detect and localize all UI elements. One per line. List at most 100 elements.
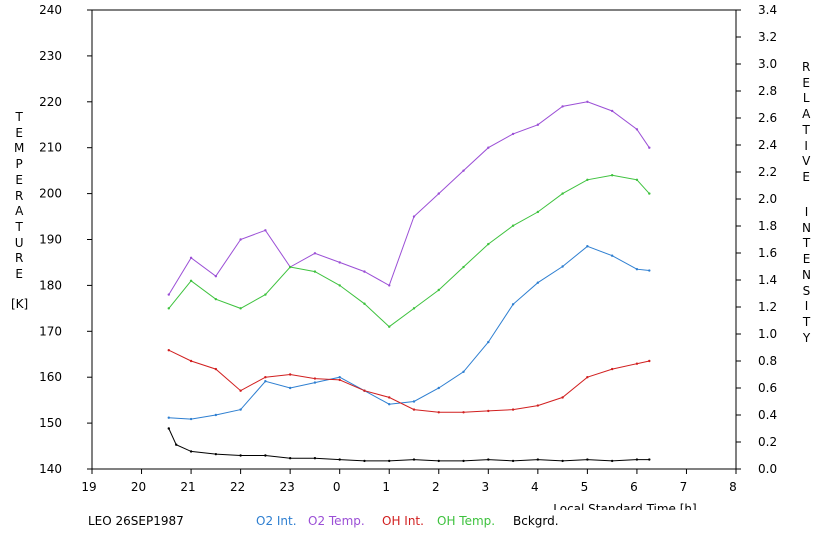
x-tick-label: 19	[81, 480, 96, 494]
data-point	[648, 269, 651, 272]
data-point	[338, 458, 341, 461]
data-point	[239, 238, 242, 241]
x-tick-label: 21	[180, 480, 195, 494]
left-tick-label: 190	[39, 233, 62, 247]
x-tick-label: 4	[531, 480, 539, 494]
left-tick-label: 170	[39, 324, 62, 338]
data-point	[288, 386, 292, 390]
data-point	[561, 459, 564, 463]
right-tick-label: 1.8	[758, 219, 777, 233]
data-point	[214, 452, 218, 456]
data-point	[189, 450, 193, 453]
left-tick-label: 180	[39, 278, 62, 292]
data-point	[189, 279, 193, 283]
x-tick-label: 0	[333, 480, 341, 494]
data-point	[536, 458, 540, 461]
data-point	[586, 376, 589, 379]
data-point	[511, 408, 515, 411]
data-point	[363, 270, 366, 273]
x-axis-title: Local Standard Time [h]	[553, 502, 696, 510]
data-point	[487, 146, 490, 149]
data-point	[536, 404, 540, 407]
data-point	[264, 380, 267, 383]
right-tick-label: 1.2	[758, 300, 777, 314]
x-tick-label: 22	[230, 480, 245, 494]
data-point	[388, 284, 391, 287]
data-point	[437, 459, 440, 463]
data-point	[167, 427, 170, 430]
data-point	[363, 302, 366, 305]
data-point	[214, 297, 218, 301]
right-tick-label: 2.0	[758, 192, 777, 206]
left-tick-label: 160	[39, 370, 62, 384]
left-axis-unit: [K]	[11, 297, 29, 311]
left-tick-label: 140	[39, 462, 62, 476]
data-point	[536, 281, 540, 284]
data-point	[536, 210, 540, 214]
plot-area-frame	[91, 9, 737, 470]
legend-item-o2-temp: O2 Temp.	[308, 514, 365, 528]
data-point	[635, 128, 639, 131]
x-tick-label: 23	[280, 480, 295, 494]
data-point	[648, 359, 651, 363]
left-tick-label: 150	[39, 416, 62, 430]
data-point	[264, 376, 267, 379]
series-line-o2-int	[168, 245, 650, 420]
data-point	[189, 359, 193, 363]
data-point	[167, 293, 170, 296]
data-point	[511, 459, 515, 463]
data-point	[586, 245, 589, 248]
x-tick-label: 8	[729, 480, 737, 494]
data-point	[363, 459, 366, 463]
legend-item-oh-int: OH Int.	[382, 514, 424, 528]
data-point	[462, 169, 465, 172]
data-point	[610, 174, 614, 177]
data-point	[388, 396, 391, 399]
data-point	[437, 288, 440, 292]
data-point	[437, 386, 440, 390]
data-point	[412, 307, 416, 310]
right-tick-label: 2.6	[758, 111, 777, 125]
x-tick-label: 5	[581, 480, 589, 494]
legend-item-o2-int: O2 Int.	[256, 514, 297, 528]
data-point	[412, 408, 416, 411]
data-point	[288, 457, 292, 460]
data-point	[586, 100, 589, 104]
data-point	[635, 178, 639, 182]
data-point	[462, 265, 465, 269]
right-tick-label: 3.4	[758, 3, 777, 17]
data-point	[487, 242, 490, 246]
data-point	[412, 400, 416, 403]
x-tick-label: 2	[432, 480, 440, 494]
data-point	[635, 268, 639, 271]
data-point	[586, 178, 589, 182]
data-point	[313, 457, 317, 460]
data-point	[586, 458, 589, 461]
data-point	[167, 349, 170, 352]
data-point	[511, 303, 515, 306]
footer-label: LEO 26SEP1987	[88, 514, 184, 528]
data-point	[239, 307, 242, 310]
data-point	[635, 362, 639, 365]
right-tick-label: 2.2	[758, 165, 777, 179]
data-point	[189, 256, 193, 260]
data-point	[288, 373, 292, 376]
data-point	[511, 224, 515, 227]
right-tick-label: 0.6	[758, 381, 777, 395]
series-line-o2-temp	[168, 101, 650, 295]
data-point	[288, 265, 292, 269]
data-point	[561, 192, 564, 195]
right-tick-label: 3.2	[758, 30, 777, 44]
left-tick-label: 210	[39, 141, 62, 155]
right-tick-label: 1.6	[758, 246, 777, 260]
data-point	[338, 261, 341, 264]
x-tick-label: 7	[680, 480, 688, 494]
data-point	[189, 417, 193, 421]
series-line-oh-int	[168, 349, 650, 413]
data-point	[239, 454, 242, 457]
data-point	[462, 411, 465, 414]
data-point	[167, 307, 170, 310]
data-point	[412, 215, 416, 218]
data-point	[561, 105, 564, 108]
